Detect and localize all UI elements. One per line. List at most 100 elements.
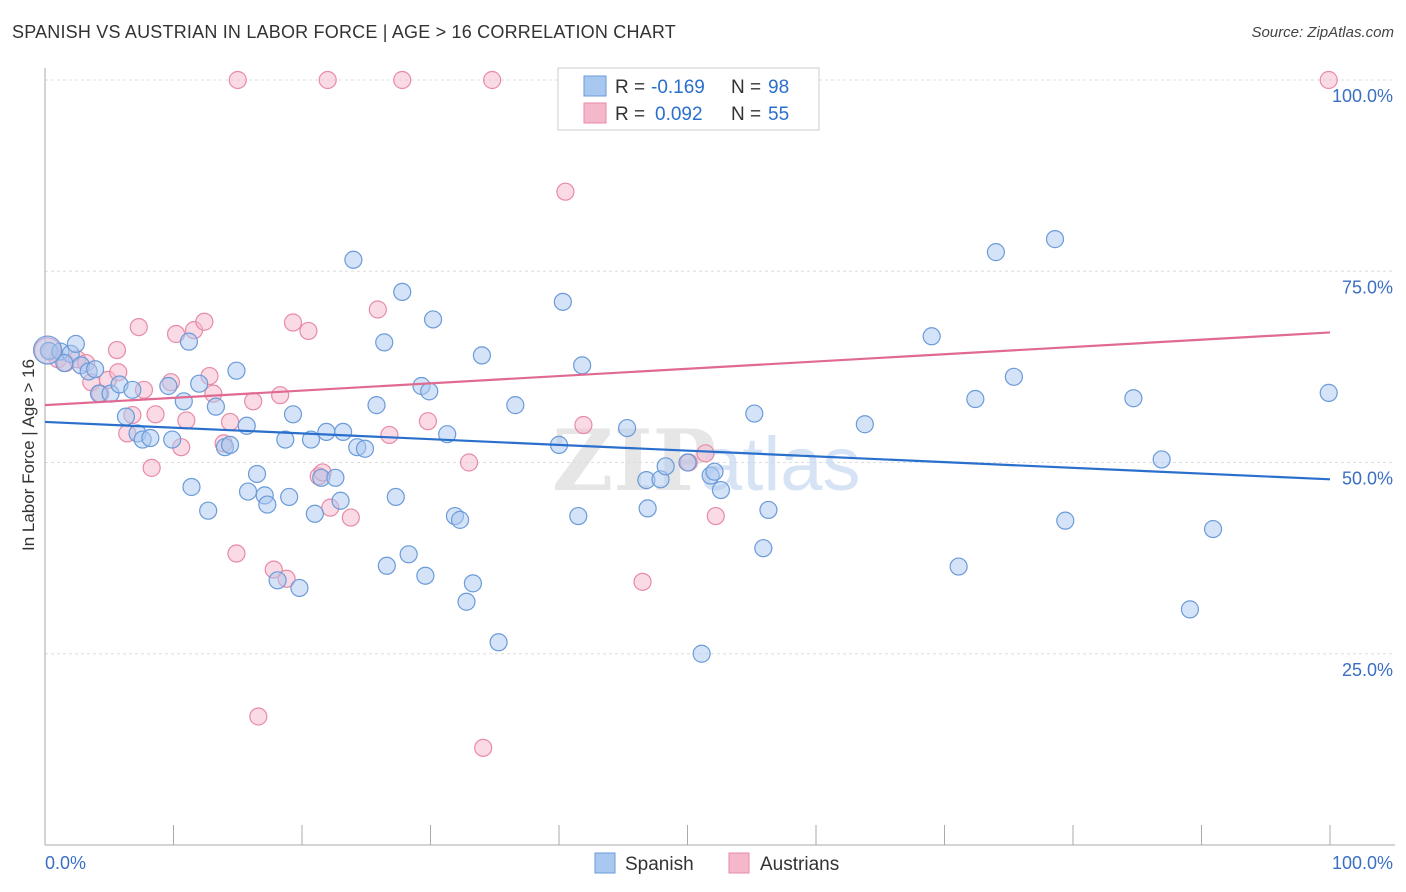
spanish-point [966, 389, 985, 409]
spanish-point [638, 499, 657, 518]
legend-stats: R = -0.169 N = 98 R = 0.092 N = 55 [557, 67, 820, 131]
austrians-point [368, 300, 387, 319]
legend-bottom-austrians-swatch [728, 852, 750, 874]
trend-lines [44, 331, 1331, 481]
spanish-point [268, 571, 287, 590]
spanish-point [280, 487, 299, 507]
spanish-point [182, 477, 201, 497]
spanish-point [258, 495, 277, 514]
x-tick-label: 0.0% [45, 853, 86, 873]
spanish-point [399, 545, 418, 564]
austrians-point [220, 412, 240, 432]
spanish-point [506, 396, 525, 415]
tick-labels: 25.0% 50.0% 75.0% 100.0% 0.0% 100.0% [45, 86, 1393, 873]
legend-austrians-n-value: 55 [768, 104, 789, 125]
spanish-point [206, 397, 226, 416]
spanish-point [334, 422, 353, 441]
spanish-point [618, 418, 637, 438]
legend-austrians-r-value: 0.092 [655, 104, 703, 125]
legend-series: Spanish Austrians [594, 852, 839, 875]
spanish-point [159, 376, 178, 396]
austrians-trend-line [44, 331, 1331, 407]
spanish-point [457, 592, 476, 611]
spanish-point [386, 487, 405, 507]
spanish-point [377, 556, 396, 575]
spanish-point [141, 428, 160, 448]
y-tick-label: 100.0% [1332, 86, 1393, 106]
spanish-point [290, 578, 309, 598]
spanish-point [276, 430, 295, 449]
spanish-point [1203, 519, 1223, 539]
legend-spanish-swatch [583, 75, 607, 97]
spanish-point [1124, 389, 1143, 408]
spanish-point [692, 644, 711, 663]
austrians-point [1319, 70, 1338, 90]
spanish-point [238, 482, 258, 501]
spanish-point [32, 335, 63, 365]
spanish-point [326, 468, 345, 487]
spanish-point [179, 332, 199, 351]
spanish-point [1045, 230, 1065, 249]
austrians-point [574, 415, 593, 435]
spanish-point [190, 374, 209, 393]
spanish-point [705, 462, 724, 481]
austrians-point [271, 386, 290, 405]
spanish-point [393, 282, 412, 302]
legend-austrians-n-label: N = [731, 104, 766, 125]
spanish-point [86, 360, 105, 379]
austrians-point [633, 572, 652, 591]
spanish-point [986, 243, 1006, 262]
spanish-point [1152, 450, 1171, 469]
spanish-point [1180, 600, 1200, 619]
y-axis-label: In Labor Force | Age > 16 [19, 359, 38, 551]
austrians-point [556, 182, 575, 201]
spanish-point [305, 504, 324, 523]
legend-spanish-r-value: -0.169 [651, 77, 705, 98]
legend-austrians-swatch [583, 102, 607, 124]
austrians-point [177, 411, 196, 430]
legend-bottom-spanish-label: Spanish [625, 854, 694, 875]
spanish-point [355, 439, 375, 458]
axes [44, 68, 1395, 846]
spanish-point [569, 506, 588, 526]
legend-spanish-n-label: N = [731, 77, 766, 98]
spanish-point [949, 557, 968, 576]
austrians-point [195, 312, 214, 331]
austrians-point [227, 544, 246, 563]
austrians-point [696, 444, 715, 463]
austrians-point [142, 458, 161, 477]
legend-bottom-austrians-label: Austrians [760, 854, 839, 875]
spanish-point [450, 510, 470, 529]
austrians-point [341, 508, 360, 527]
spanish-point [66, 334, 85, 354]
spanish-point [317, 422, 336, 441]
spanish-point [711, 480, 731, 500]
austrians-point [318, 70, 337, 90]
spanish-point [489, 633, 508, 652]
austrians-point [459, 453, 479, 472]
spanish-point [745, 404, 764, 423]
austrians-point [418, 412, 438, 431]
spanish-point [922, 327, 941, 346]
austrians-point [283, 313, 303, 332]
austrians-point [393, 70, 412, 90]
spanish-point [553, 292, 572, 311]
chart-title: SPANISH VS AUSTRIAN IN LABOR FORCE | AGE… [12, 22, 676, 42]
spanish-point [283, 405, 303, 424]
spanish-point [247, 464, 267, 484]
spanish-point [227, 361, 246, 380]
legend-austrians-r-label: R = [615, 104, 650, 125]
spanish-point [573, 356, 592, 375]
spanish-point [678, 453, 697, 472]
spanish-point [301, 430, 321, 449]
spanish-point [1319, 383, 1338, 402]
legend-spanish-n-value: 98 [768, 77, 789, 98]
spanish-point [367, 396, 386, 415]
spanish-point [199, 501, 218, 520]
spanish-point [656, 457, 675, 476]
series-spanish-points [32, 230, 1338, 663]
austrians-point [474, 738, 493, 757]
source-credit: Source: ZipAtlas.com [1251, 24, 1394, 41]
